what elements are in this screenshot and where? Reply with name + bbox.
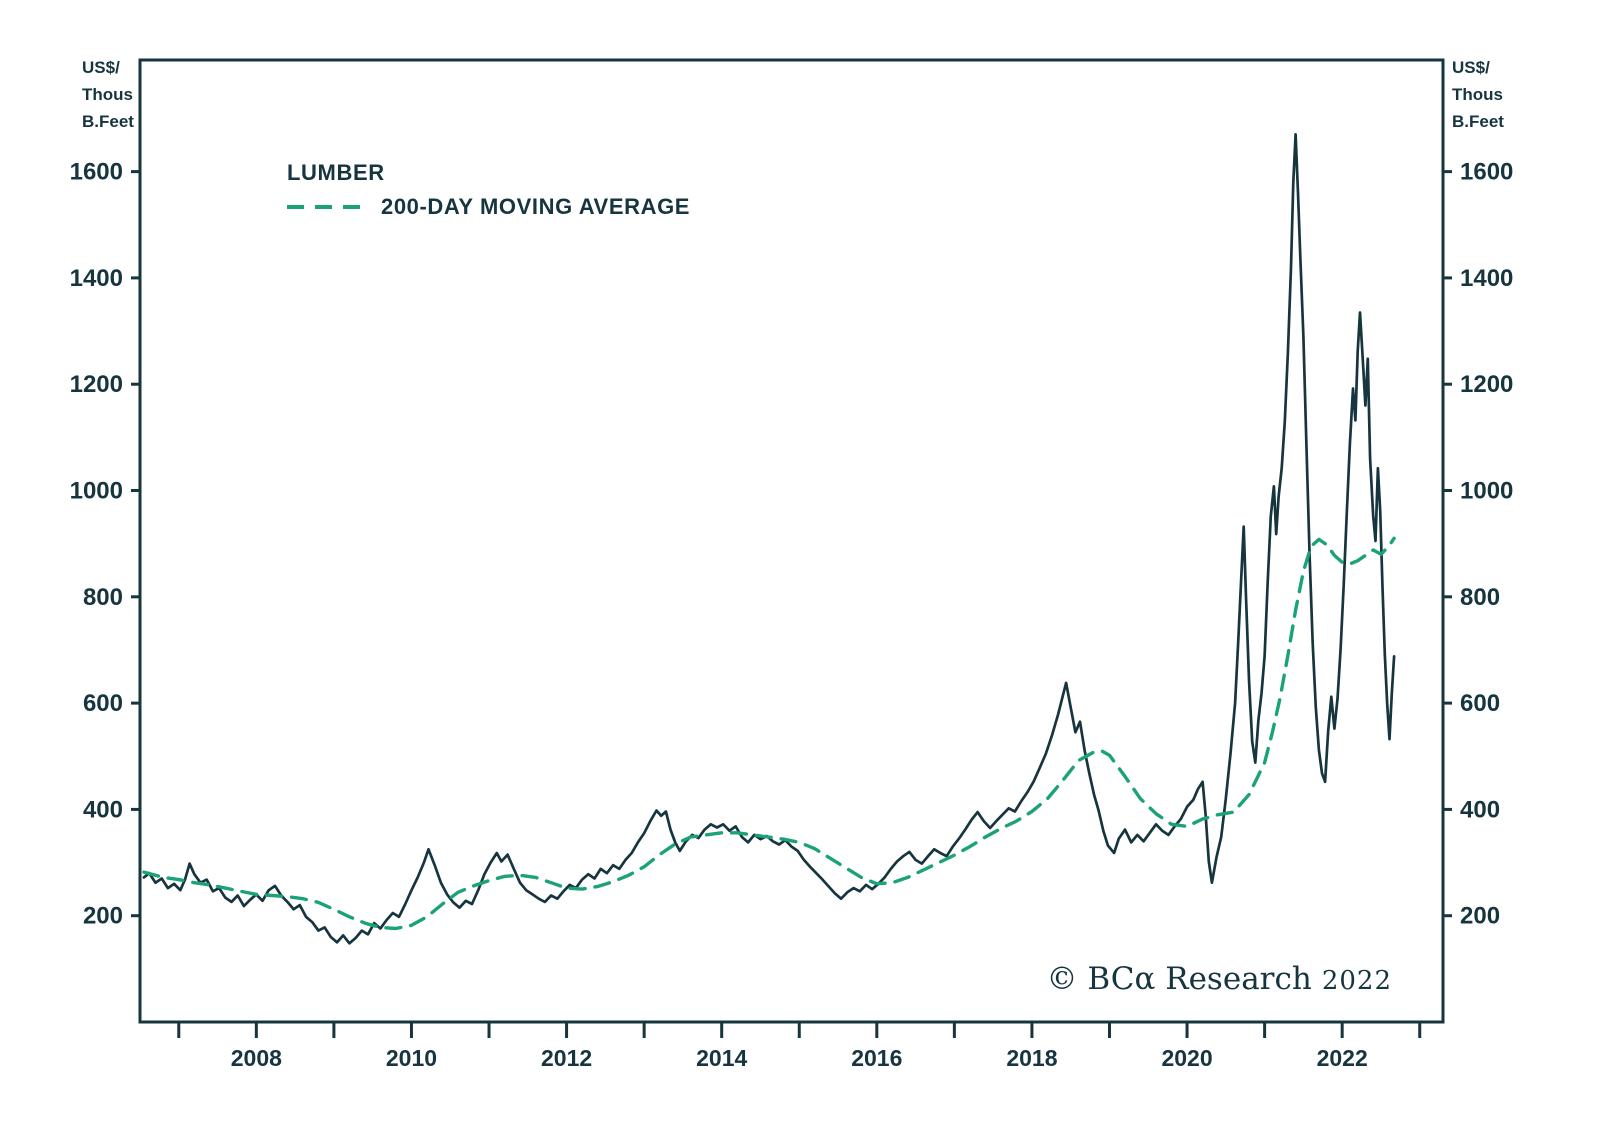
legend-label-moving-average: 200-DAY MOVING AVERAGE: [381, 194, 691, 219]
x-axis-tick-label: 2008: [231, 1045, 282, 1071]
unit-line: B.Feet: [82, 112, 134, 132]
y-axis-tick-label-left: 1400: [70, 265, 123, 292]
y-axis-unit-label-left: US$/ Thous B.Feet: [82, 54, 134, 136]
legend-item-lumber: LUMBER: [287, 156, 690, 190]
unit-line: B.Feet: [1452, 112, 1504, 132]
unit-line: US$/: [82, 58, 120, 77]
y-axis-tick-label-right: 1400: [1460, 265, 1513, 292]
y-axis-tick-label-right: 1600: [1460, 159, 1513, 186]
unit-line: Thous: [1452, 85, 1503, 105]
copyright-notice: © BCα Research 2022: [1047, 961, 1392, 997]
y-axis-tick-label-right: 400: [1460, 796, 1500, 823]
x-axis-tick-label: 2016: [851, 1045, 902, 1071]
x-axis-tick-label: 2022: [1317, 1045, 1368, 1071]
x-axis-tick-label: 2012: [541, 1045, 592, 1071]
y-axis-tick-label-right: 600: [1460, 690, 1500, 717]
y-axis-tick-label-left: 800: [83, 584, 123, 611]
x-axis-tick-label: 2020: [1161, 1045, 1212, 1071]
legend: LUMBER 200-DAY MOVING AVERAGE: [287, 156, 690, 224]
y-axis-tick-label-left: 1600: [70, 159, 123, 186]
unit-line: Thous: [82, 85, 133, 105]
copyright-year: 2022: [1321, 966, 1392, 996]
y-axis-tick-label-right: 800: [1460, 584, 1500, 611]
legend-item-moving-average: 200-DAY MOVING AVERAGE: [287, 190, 690, 224]
y-axis-tick-label-right: 1000: [1460, 478, 1513, 505]
y-axis-tick-label-left: 1000: [70, 478, 123, 505]
y-axis-tick-label-left: 600: [83, 690, 123, 717]
legend-label-lumber: LUMBER: [287, 160, 385, 185]
y-axis-tick-label-left: 1200: [70, 371, 123, 398]
y-axis-tick-label-right: 1200: [1460, 371, 1513, 398]
plot-frame: [138, 58, 1445, 1024]
x-axis-tick-label: 2014: [696, 1045, 747, 1071]
series-line-lumber: [142, 133, 1396, 945]
moving-average-line-sample: [287, 205, 367, 209]
x-axis-tick-label: 2018: [1006, 1045, 1057, 1071]
unit-line: US$/: [1452, 58, 1490, 77]
series-line-200-day-moving-average: [142, 536, 1396, 931]
copyright-brand: © BCα Research: [1046, 961, 1312, 997]
x-axis-tick-label: 2010: [386, 1045, 437, 1071]
y-axis-tick-label-right: 200: [1460, 903, 1500, 930]
y-axis-tick-label-left: 400: [83, 796, 123, 823]
y-axis-unit-label-right: US$/ Thous B.Feet: [1452, 54, 1504, 136]
y-axis-tick-label-left: 200: [83, 903, 123, 930]
